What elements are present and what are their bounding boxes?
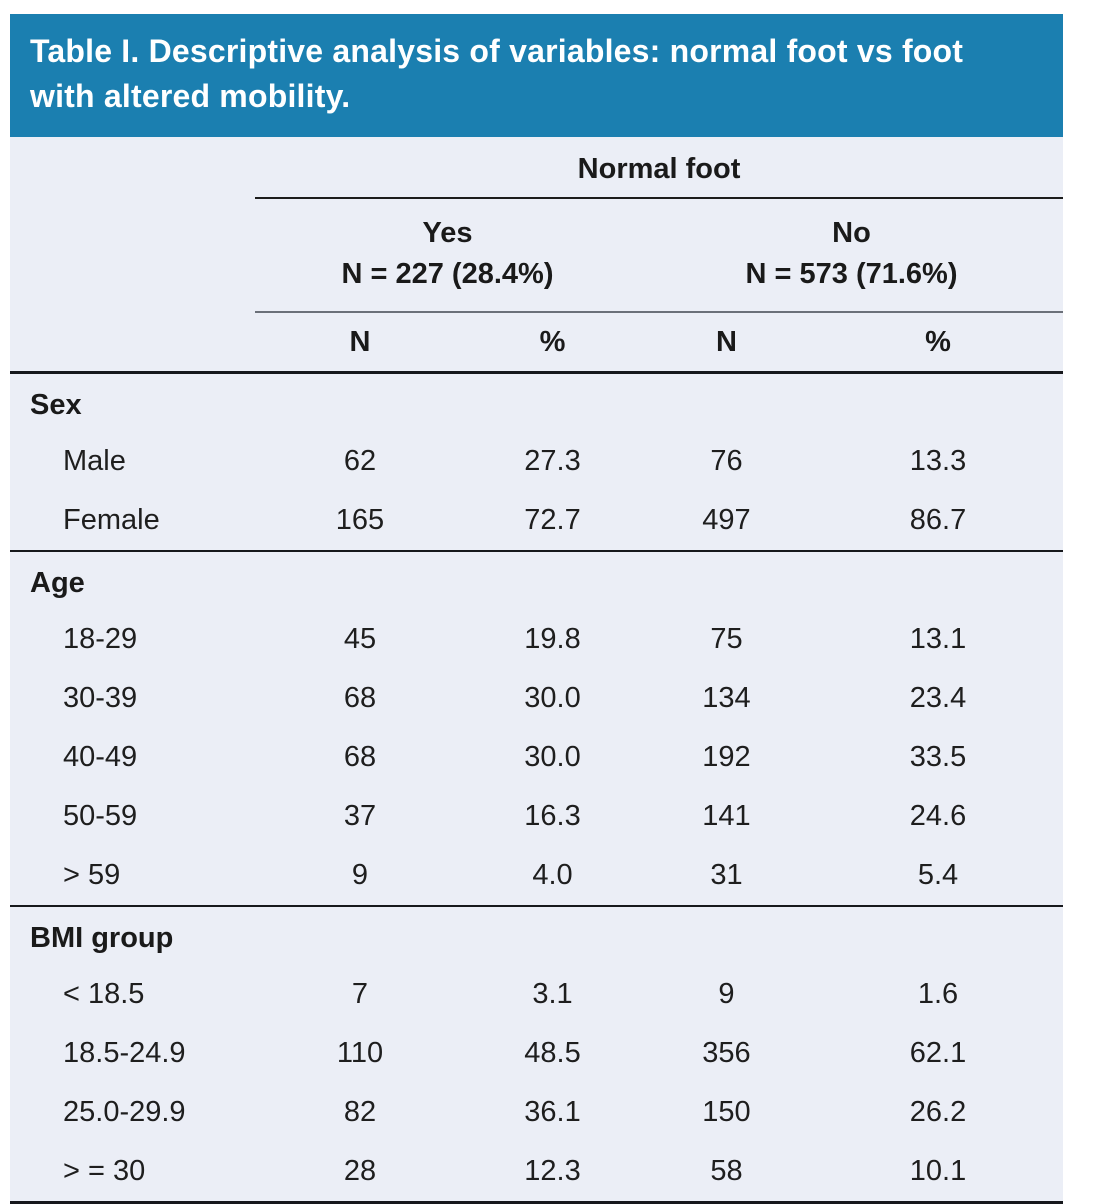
- column-header-n-yes: N: [255, 312, 465, 375]
- cell-n-yes: 165: [255, 491, 465, 553]
- row-label: < 18.5: [63, 978, 145, 1011]
- cell-n-no: 497: [640, 491, 813, 553]
- table-row-gte-30: > = 30 28 12.3 58 10.1: [10, 1142, 1064, 1204]
- row-label: > = 30: [10, 1142, 255, 1204]
- row-label: 50-59: [63, 800, 138, 833]
- cell-n-no: 192: [702, 741, 751, 774]
- table-title: Table I. Descriptive analysis of variabl…: [10, 14, 1063, 137]
- cell-pct-no: 24.6: [909, 800, 967, 833]
- group-header-row: Normal foot: [10, 136, 1064, 199]
- column-header-pct-no: %: [813, 312, 1064, 375]
- column-header-row: N % N %: [10, 312, 1064, 375]
- cell-n-no: 134: [702, 682, 751, 715]
- descriptive-table: Normal foot Yes N = 227 (28.4%) No N = 5…: [10, 136, 1064, 1204]
- column-header-pct-yes: %: [465, 312, 640, 375]
- row-label: 18-29: [63, 623, 138, 656]
- section-label: Sex: [30, 389, 82, 422]
- cell-n-yes: 7: [351, 978, 369, 1011]
- cell-n-no: 31: [640, 846, 813, 908]
- cell-pct-yes: 36.1: [524, 1096, 581, 1129]
- cell-n-yes: 45: [343, 623, 377, 656]
- cell-n-yes: 110: [336, 1037, 384, 1070]
- group-header-normal-foot: Normal foot: [255, 136, 1064, 199]
- cell-pct-no: 23.4: [909, 682, 967, 715]
- cell-pct-yes: 27.3: [524, 445, 581, 478]
- spacer-cell: [10, 137, 255, 198]
- spacer-cell: [10, 312, 255, 375]
- cell-pct-yes: 3.1: [532, 978, 573, 1011]
- column-header-n-no: N: [640, 312, 813, 375]
- cell-n-no: 76: [710, 445, 743, 478]
- subgroup-label: Yes: [422, 216, 473, 249]
- section-header-sex: Sex: [10, 373, 1063, 433]
- subgroup-n: N = 573 (71.6%): [745, 258, 958, 291]
- cell-pct-yes: 4.0: [465, 846, 640, 908]
- table-row-18-29: 18-29 45 19.8 75 13.1: [10, 610, 1063, 669]
- subgroup-header-row: Yes N = 227 (28.4%) No N = 573 (71.6%): [10, 197, 1064, 314]
- row-label: > 59: [10, 846, 255, 908]
- row-label: 30-39: [63, 682, 138, 715]
- section-label: BMI group: [30, 922, 174, 955]
- cell-pct-yes: 30.0: [524, 741, 581, 774]
- cell-n-yes: 62: [343, 445, 377, 478]
- subgroup-label: No: [832, 216, 871, 249]
- cell-n-no: 356: [702, 1037, 751, 1070]
- cell-n-no: 150: [702, 1096, 751, 1129]
- table-row-lt-18-5: < 18.5 7 3.1 9 1.6: [10, 965, 1063, 1024]
- section-header-age: Age: [10, 551, 1063, 610]
- cell-pct-no: 33.5: [909, 741, 967, 774]
- table-row-gt-59: > 59 9 4.0 31 5.4: [10, 846, 1064, 908]
- table-row-male: Male 62 27.3 76 13.3: [10, 432, 1063, 491]
- cell-pct-yes: 48.5: [524, 1037, 581, 1070]
- subgroup-header-no: No N = 573 (71.6%): [640, 197, 1064, 314]
- table-row-female: Female 165 72.7 497 86.7: [10, 491, 1064, 553]
- table-row-50-59: 50-59 37 16.3 141 24.6: [10, 787, 1063, 846]
- cell-n-no: 9: [718, 978, 735, 1011]
- cell-n-yes: 68: [343, 741, 377, 774]
- row-label: 40-49: [63, 741, 138, 774]
- cell-pct-yes: 16.3: [524, 800, 581, 833]
- cell-pct-no: 13.3: [909, 445, 967, 478]
- cell-pct-yes: 72.7: [465, 491, 640, 553]
- spacer-cell: [10, 198, 255, 312]
- subgroup-header-yes: Yes N = 227 (28.4%): [255, 197, 640, 314]
- cell-n-no: 141: [702, 800, 751, 833]
- row-label: 25.0-29.9: [63, 1096, 186, 1129]
- section-label: Age: [30, 567, 85, 600]
- cell-n-yes: 9: [255, 846, 465, 908]
- cell-pct-yes: 30.0: [524, 682, 581, 715]
- table-row-40-49: 40-49 68 30.0 192 33.5: [10, 728, 1063, 787]
- row-label: 18.5-24.9: [63, 1037, 186, 1070]
- cell-pct-no: 5.4: [813, 846, 1064, 908]
- cell-pct-yes: 19.8: [524, 623, 581, 656]
- cell-n-yes: 28: [255, 1142, 465, 1204]
- cell-pct-no: 1.6: [917, 978, 959, 1011]
- cell-pct-no: 62.1: [909, 1037, 967, 1070]
- subgroup-n: N = 227 (28.4%): [341, 258, 554, 291]
- cell-pct-no: 26.2: [909, 1096, 967, 1129]
- cell-n-no: 75: [710, 623, 743, 656]
- table-row-30-39: 30-39 68 30.0 134 23.4: [10, 669, 1063, 728]
- cell-pct-no: 13.1: [909, 623, 967, 656]
- table-row-18-5-24-9: 18.5-24.9 110 48.5 356 62.1: [10, 1024, 1063, 1083]
- cell-pct-no: 86.7: [813, 491, 1064, 553]
- row-label: Female: [10, 491, 255, 553]
- cell-pct-yes: 12.3: [465, 1142, 640, 1204]
- cell-n-yes: 82: [343, 1096, 377, 1129]
- row-label: Male: [63, 445, 126, 478]
- cell-n-yes: 37: [343, 800, 377, 833]
- table-row-25-0-29-9: 25.0-29.9 82 36.1 150 26.2: [10, 1083, 1063, 1142]
- section-header-bmi: BMI group: [10, 906, 1063, 965]
- cell-pct-no: 10.1: [813, 1142, 1064, 1204]
- cell-n-yes: 68: [343, 682, 377, 715]
- table-figure: Table I. Descriptive analysis of variabl…: [10, 14, 1064, 1204]
- cell-n-no: 58: [640, 1142, 813, 1204]
